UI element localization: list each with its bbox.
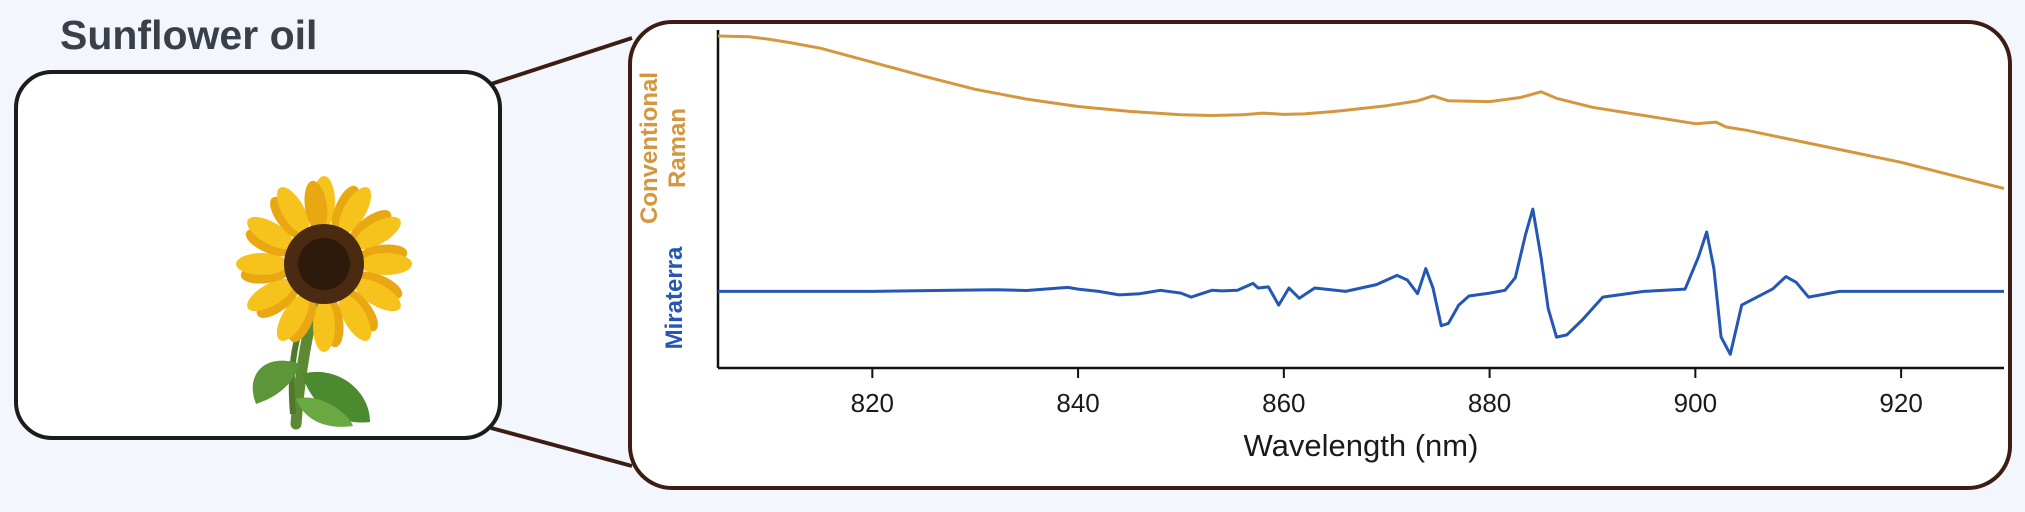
leaf-bottom bbox=[296, 397, 353, 427]
miraterra-label: Miraterra bbox=[661, 246, 688, 349]
sample-photo-card bbox=[14, 70, 502, 440]
petal bbox=[360, 253, 412, 275]
petal bbox=[338, 294, 372, 341]
petal bbox=[247, 278, 294, 312]
petal bbox=[338, 187, 372, 234]
conventional-raman-line bbox=[717, 34, 2005, 190]
petal bbox=[236, 253, 288, 275]
petals bbox=[236, 176, 412, 352]
spectrum-chart-frame bbox=[628, 20, 2012, 490]
leaf-right bbox=[302, 371, 370, 423]
x-tick-label: 920 bbox=[1879, 388, 1922, 418]
petal bbox=[276, 187, 310, 234]
petal bbox=[276, 294, 310, 341]
series-layer bbox=[717, 34, 2005, 356]
x-tick-label: 900 bbox=[1674, 388, 1717, 418]
page-title: Sunflower oil bbox=[60, 12, 318, 58]
x-tick-label: 860 bbox=[1262, 388, 1305, 418]
petal bbox=[304, 180, 328, 233]
x-tick-label: 820 bbox=[851, 388, 894, 418]
x-axis-label: Wavelength (nm) bbox=[1244, 428, 1479, 463]
chart-axes bbox=[716, 30, 2004, 370]
flower-disc-center bbox=[298, 238, 350, 290]
leaf-left bbox=[252, 360, 300, 404]
petal bbox=[247, 216, 294, 250]
miraterra-line bbox=[718, 207, 2004, 356]
series-labels: ConventionalRaman Miraterra bbox=[636, 72, 691, 349]
conventional-raman-label: ConventionalRaman bbox=[636, 72, 691, 224]
sunflower-icon bbox=[236, 176, 412, 430]
petal bbox=[354, 216, 401, 250]
x-axis-ticks: 820 840 860 880 900 920 bbox=[851, 368, 1923, 418]
x-tick-label: 840 bbox=[1056, 388, 1099, 418]
petal bbox=[354, 278, 401, 312]
x-tick-label: 880 bbox=[1468, 388, 1511, 418]
petal bbox=[313, 300, 335, 352]
